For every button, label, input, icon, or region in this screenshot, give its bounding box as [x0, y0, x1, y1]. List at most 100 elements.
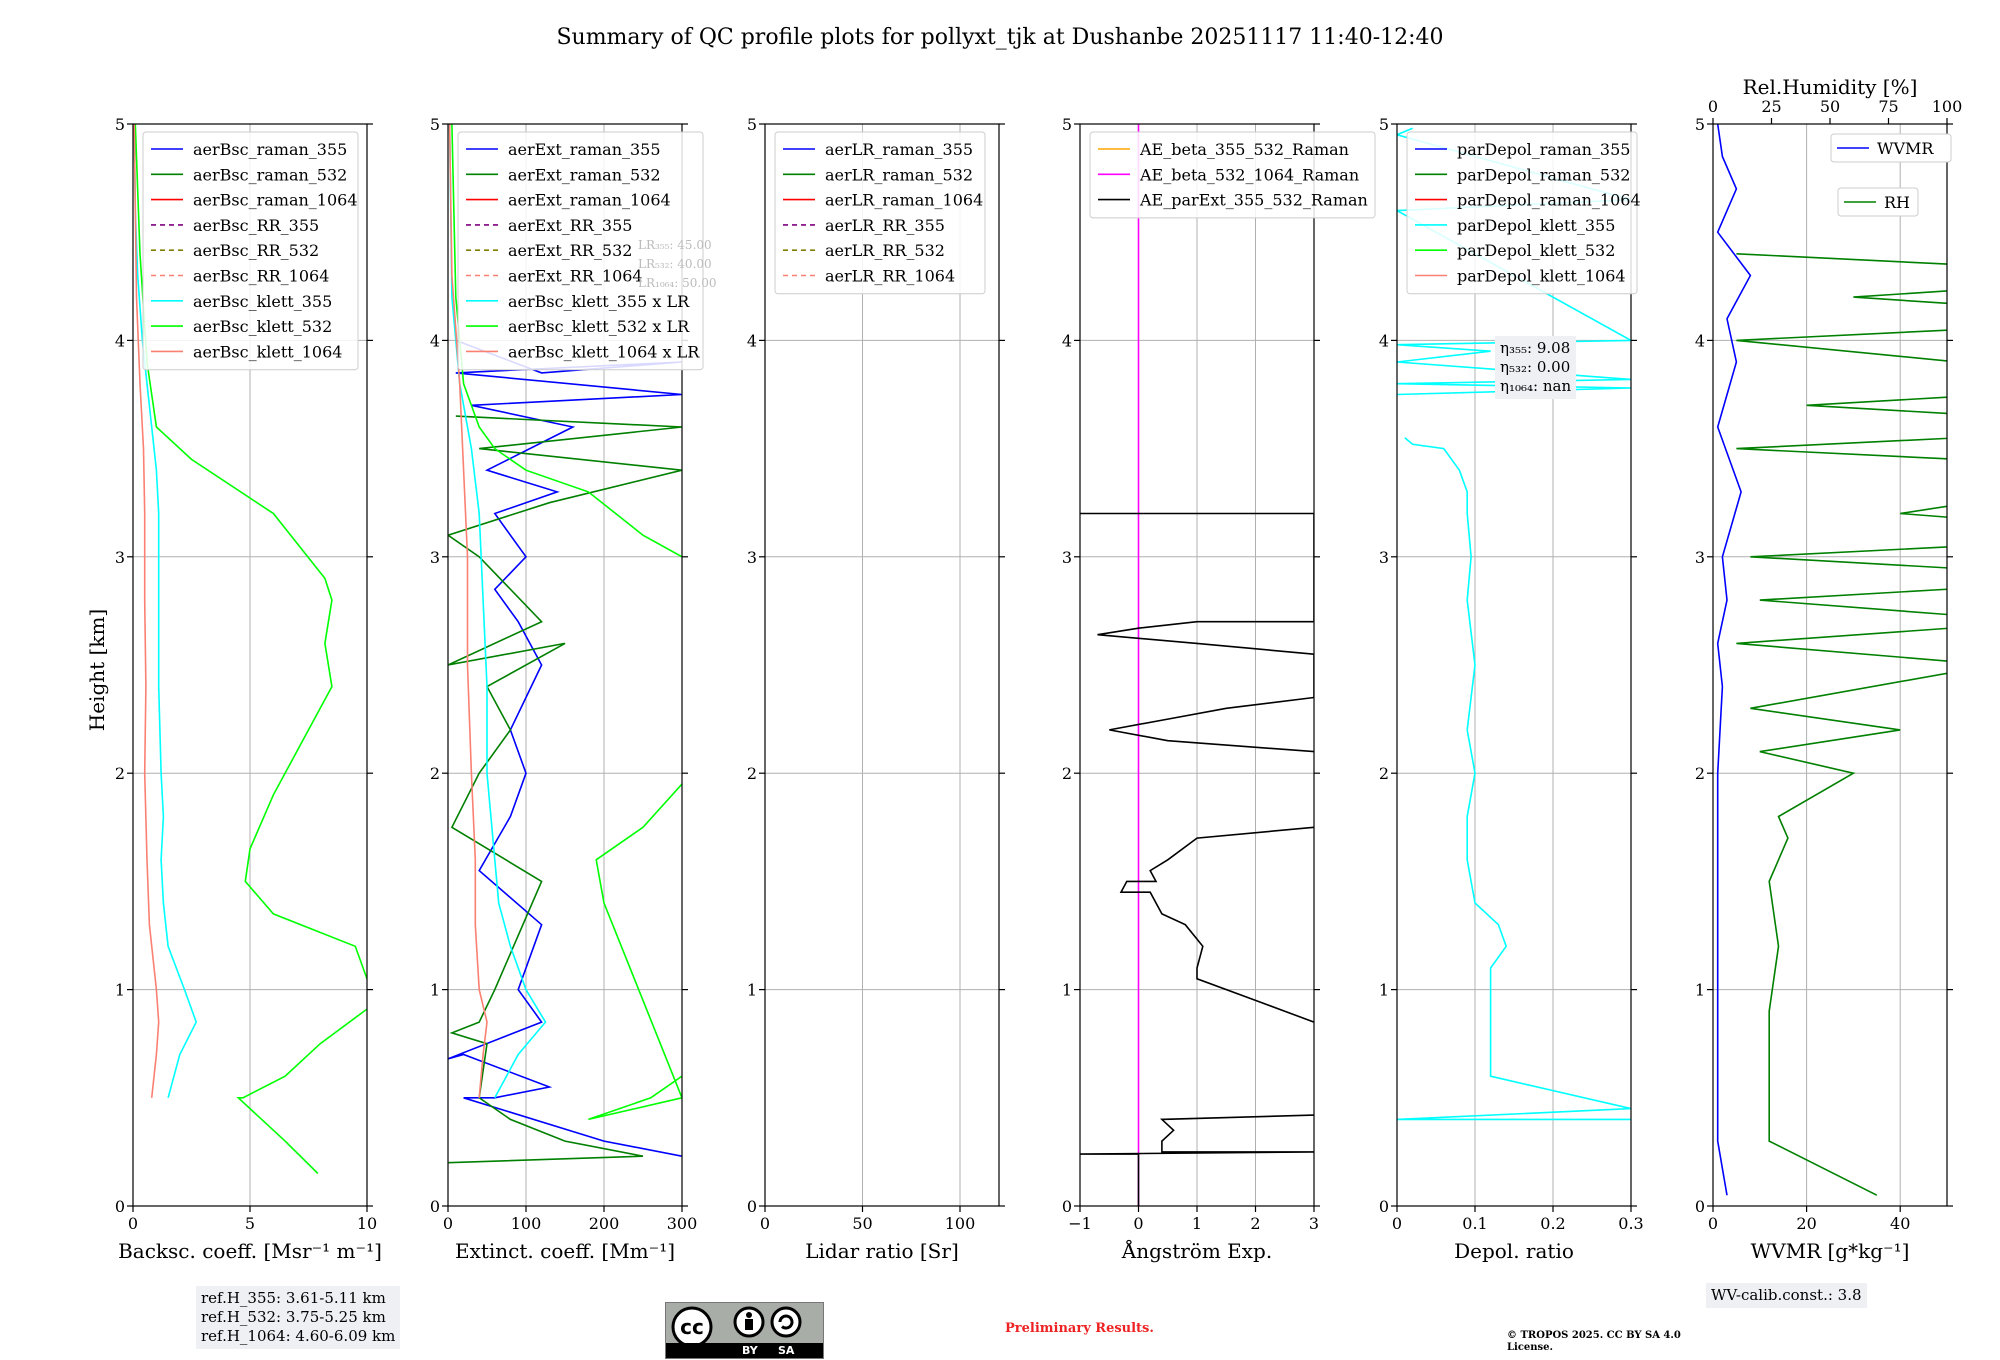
series-aerBsc_klett_532 x LR: [451, 124, 682, 1121]
series-parDepol_klett_355: [1397, 437, 1631, 1121]
legend: parDepol_raman_355 parDepol_raman_532 parD…: [1406, 131, 1641, 295]
legend-label: AE_beta_532_1064_Raman: [1139, 165, 1359, 184]
eta-532: η₅₃₂: 0.00: [1500, 358, 1571, 376]
legend-label: parDepol_klett_532: [1457, 241, 1615, 260]
legend-label: WVMR: [1877, 139, 1934, 158]
eta-1064: η₁₀₆₄: nan: [1500, 377, 1572, 395]
y-tick-label: 2: [747, 764, 757, 783]
legend-box: [774, 131, 986, 295]
y-tick-label: 4: [430, 331, 440, 350]
y-axis-title: Height [km]: [85, 609, 109, 731]
x-tick-label: 0.3: [1618, 1214, 1643, 1233]
legend-label: aerLR_RR_1064: [825, 267, 955, 286]
legend-label: aerLR_raman_532: [825, 165, 973, 184]
legend-label: aerBsc_raman_355: [193, 140, 347, 159]
y-tick-label: 0: [1062, 1197, 1072, 1216]
x2-tick-label: 50: [1820, 97, 1840, 116]
legend-box: [1089, 131, 1376, 219]
y-tick-label: 1: [1379, 981, 1389, 1000]
cc-logo-text: cc: [680, 1315, 704, 1339]
lr-annotation-text: LR₁₀₆₄: 50.00: [638, 276, 716, 290]
legend: aerExt_raman_355 aerExt_raman_532 aerExt_r…: [457, 131, 704, 371]
x-axis-label: Ångström Exp.: [1121, 1238, 1272, 1263]
y-tick-label: 2: [1062, 764, 1072, 783]
series-WVMR: [1716, 124, 1752, 1196]
panel-depol: 0 0.1 0.2 0.3 0 1 2 3 4 5 Depol. ratio parDepol_ram…: [1379, 115, 1644, 1263]
axes-frame: [1712, 123, 1948, 1207]
series-AE_parExt_355_532_Raman_upper: [1080, 512, 1314, 753]
legend-label: aerBsc_RR_355: [193, 216, 319, 235]
x2-tick-label: 0: [1708, 97, 1718, 116]
y-tick-label: 5: [1062, 115, 1072, 134]
x-axis-label: Backsc. coeff. [Msr⁻¹ m⁻¹]: [118, 1239, 382, 1263]
x-axis-label: Depol. ratio: [1454, 1239, 1574, 1263]
x-tick-label: 2: [1250, 1214, 1260, 1233]
y-tick-label: 1: [115, 981, 125, 1000]
x-tick-label: 200: [589, 1214, 620, 1233]
legend-label: aerExt_RR_355: [508, 216, 632, 235]
y-tick-label: 5: [1379, 115, 1389, 134]
y-tick-label: 0: [747, 1197, 757, 1216]
eta-box: η₃₅₅: 9.08 η₅₃₂: 0.00 η₁₀₆₄: nan: [1495, 336, 1577, 399]
legend-label: aerLR_raman_1064: [825, 191, 983, 210]
y-tick-label: 0: [1695, 1197, 1705, 1216]
x-tick-label: 300: [667, 1214, 698, 1233]
panel-lidar_ratio: 0 50 100 0 1 2 3 4 5 Lidar ratio [Sr] aerLR_raman_…: [747, 115, 1005, 1263]
series-AE_parExt_355_532_Raman_lower: [1080, 1114, 1314, 1206]
x-tick-label: 3: [1309, 1214, 1319, 1233]
legend-label: aerBsc_raman_532: [193, 165, 347, 184]
axes-frame: [1396, 123, 1632, 1207]
legend-label: aerBsc_klett_355: [193, 292, 332, 311]
x-tick-label: −1: [1068, 1214, 1092, 1233]
by-label: BY: [742, 1344, 758, 1357]
y-tick-label: 5: [430, 115, 440, 134]
x-tick-label: 0: [128, 1214, 138, 1233]
legend-WVMR: WVMR: [1830, 133, 1952, 163]
x-tick-label: 0.1: [1462, 1214, 1487, 1233]
legend-label: aerExt_raman_1064: [508, 191, 671, 210]
series-aerExt_raman_532: [448, 415, 682, 1164]
y-tick-label: 3: [430, 548, 440, 567]
legend-box: [1406, 131, 1638, 295]
y-tick-label: 3: [115, 548, 125, 567]
series-AE_parExt_355_532_Raman: [1119, 826, 1314, 1023]
x-axis-label: Lidar ratio [Sr]: [805, 1239, 959, 1263]
y-tick-label: 3: [1062, 548, 1072, 567]
legend-label: aerBsc_klett_532 x LR: [508, 317, 690, 336]
x-tick-label: 40: [1890, 1214, 1910, 1233]
x-tick-label: 20: [1796, 1214, 1816, 1233]
legend-label: parDepol_raman_355: [1457, 140, 1630, 159]
x-axis-label: Extinct. coeff. [Mm⁻¹]: [455, 1239, 675, 1263]
legend-label: aerBsc_klett_355 x LR: [508, 292, 690, 311]
x-tick-label: 100: [945, 1214, 976, 1233]
legend-label: aerLR_RR_355: [825, 216, 945, 235]
y-tick-label: 4: [1695, 331, 1705, 350]
x-tick-label: 0: [1392, 1214, 1402, 1233]
series-aerBsc_klett_355: [133, 124, 198, 1099]
cc-license-badge: cc BY SA: [665, 1302, 824, 1359]
y-tick-label: 0: [430, 1197, 440, 1216]
panel-backscatter: 0 5 10 0 1 2 3 4 5 Backsc. coeff. [Msr⁻¹ m⁻¹] aerB…: [115, 115, 382, 1263]
y-tick-label: 4: [1062, 331, 1072, 350]
series-aerBsc_klett_355 x LR: [448, 124, 547, 1099]
legend-box: [1837, 187, 1919, 217]
y-tick-label: 2: [1379, 764, 1389, 783]
x-axis-label: WVMR [g*kg⁻¹]: [1751, 1239, 1910, 1263]
copyright-note: © TROPOS 2025. CC BY SA 4.0 License.: [1507, 1330, 1681, 1353]
x2-tick-label: 75: [1878, 97, 1898, 116]
x2-tick-label: 25: [1761, 97, 1781, 116]
series-aerBsc_klett_532: [134, 124, 367, 1175]
legend-label: parDepol_klett_355: [1457, 216, 1615, 235]
x-tick-label: 1: [1192, 1214, 1202, 1233]
y-tick-label: 1: [1062, 981, 1072, 1000]
y-tick-label: 0: [115, 1197, 125, 1216]
legend-label: aerLR_RR_532: [825, 241, 945, 260]
legend: aerLR_raman_355 aerLR_raman_532 aerLR_rama…: [774, 131, 986, 295]
x-tick-label: 0: [760, 1214, 770, 1233]
legend-box: [142, 131, 359, 371]
sa-label: SA: [778, 1344, 795, 1357]
x-tick-label: 50: [852, 1214, 872, 1233]
panel-extinction: 0 100 200 300 0 1 2 3 4 5 Extinct. coeff. [Mm⁻¹] ae…: [430, 115, 704, 1263]
